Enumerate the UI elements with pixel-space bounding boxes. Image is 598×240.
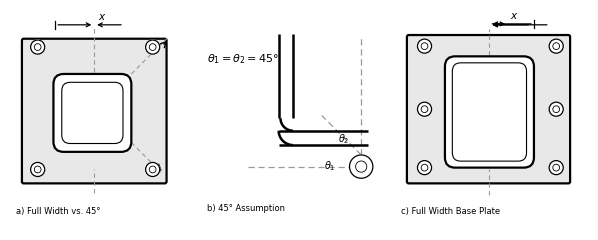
Circle shape	[421, 43, 428, 49]
FancyBboxPatch shape	[445, 56, 534, 168]
Circle shape	[150, 166, 156, 173]
FancyBboxPatch shape	[452, 63, 526, 161]
Circle shape	[30, 162, 45, 177]
Circle shape	[549, 161, 563, 175]
FancyBboxPatch shape	[407, 35, 570, 183]
Circle shape	[417, 39, 432, 53]
Circle shape	[549, 39, 563, 53]
Circle shape	[34, 166, 41, 173]
Text: c) Full Width Base Plate: c) Full Width Base Plate	[401, 208, 501, 216]
Circle shape	[356, 161, 367, 172]
Circle shape	[421, 106, 428, 113]
Circle shape	[150, 44, 156, 50]
Text: $\theta_2$: $\theta_2$	[338, 132, 349, 146]
Circle shape	[553, 164, 560, 171]
Circle shape	[34, 44, 41, 50]
Text: a) Full Width vs. 45°: a) Full Width vs. 45°	[16, 208, 101, 216]
Circle shape	[553, 43, 560, 49]
Circle shape	[349, 155, 373, 178]
Text: x: x	[99, 12, 105, 22]
FancyBboxPatch shape	[22, 39, 167, 183]
FancyBboxPatch shape	[53, 74, 132, 152]
Text: $\theta_1 = \theta_2 = 45°$: $\theta_1 = \theta_2 = 45°$	[207, 52, 279, 66]
Circle shape	[145, 40, 160, 54]
Circle shape	[421, 164, 428, 171]
Circle shape	[417, 161, 432, 175]
Text: bₑ: bₑ	[86, 90, 100, 105]
Circle shape	[145, 162, 160, 177]
Circle shape	[553, 106, 560, 113]
Circle shape	[30, 40, 45, 54]
Circle shape	[417, 102, 432, 116]
Text: x: x	[511, 11, 517, 21]
Text: b) 45° Assumption: b) 45° Assumption	[207, 204, 285, 213]
Text: $\theta_1$: $\theta_1$	[324, 159, 335, 173]
Circle shape	[549, 102, 563, 116]
FancyBboxPatch shape	[62, 82, 123, 144]
